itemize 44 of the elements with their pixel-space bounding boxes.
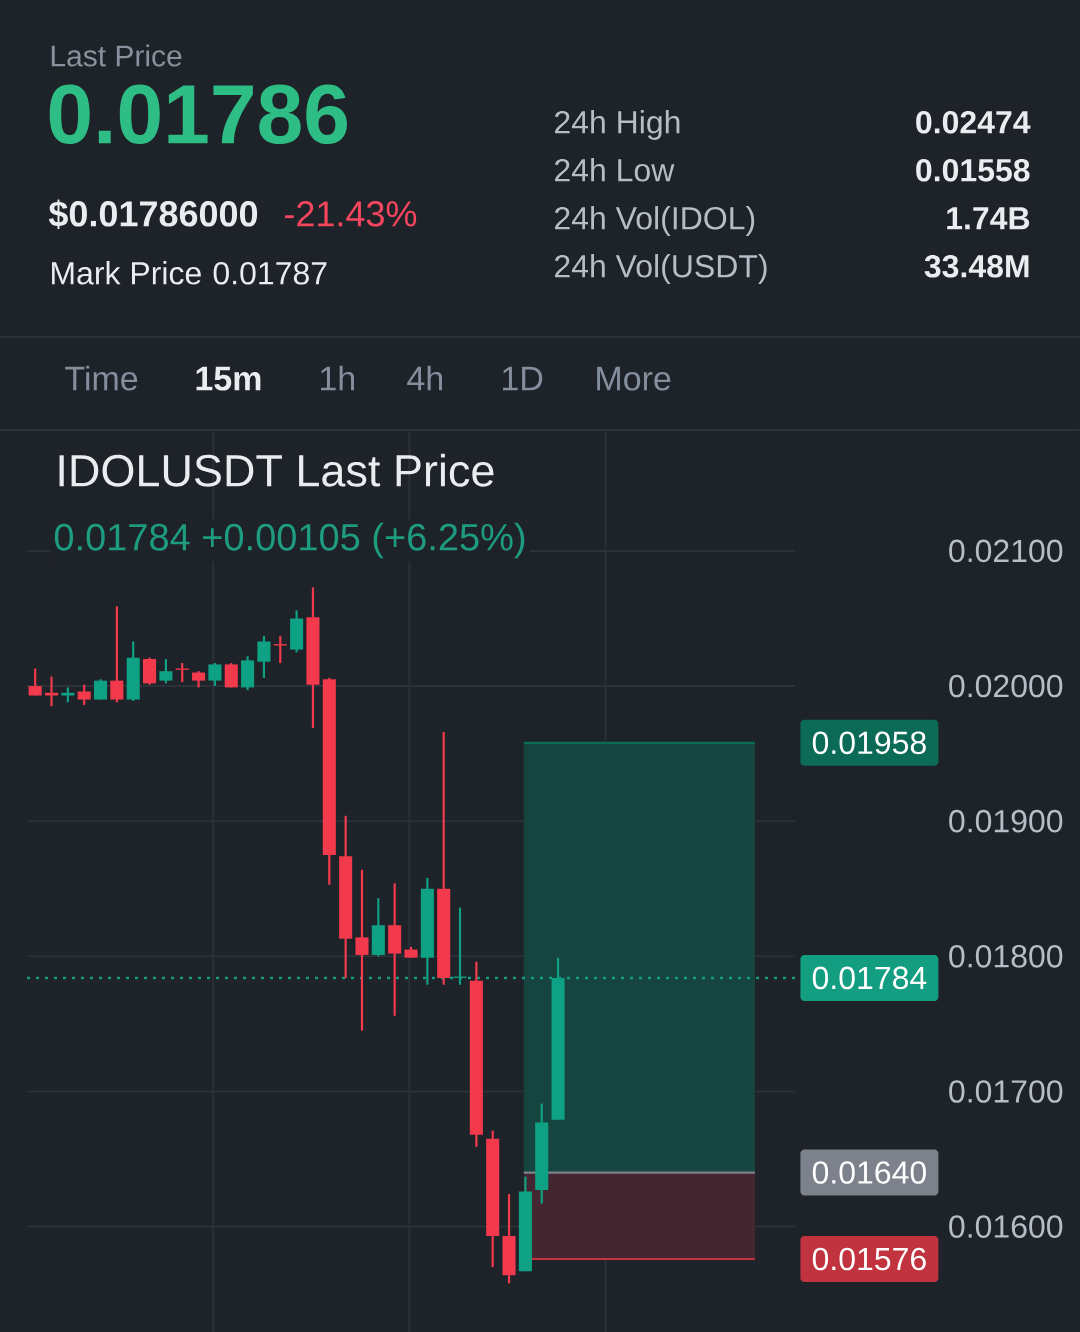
ref-line-label: 0.01640 <box>812 1161 926 1184</box>
y-tick-label: 0.01700 <box>949 1080 1063 1103</box>
y-tick-label: 0.02000 <box>949 674 1063 698</box>
text: Last Price <box>51 44 182 67</box>
text: 4h <box>407 365 442 391</box>
y-tick-label: 0.02100 <box>949 539 1063 563</box>
text: 33.48M <box>924 254 1029 278</box>
candlestick <box>44 675 59 708</box>
candlestick <box>94 678 108 701</box>
candlestick <box>159 657 173 685</box>
y-tick-label: 0.01900 <box>949 809 1063 833</box>
candlestick <box>28 667 42 697</box>
text: 0.02474 <box>916 110 1031 134</box>
candlestick <box>77 683 91 707</box>
candlestick <box>355 868 369 1032</box>
text: Mark Price <box>52 261 201 285</box>
text: $0.01786000 <box>48 199 258 229</box>
text: 24h High <box>555 110 680 140</box>
text: Time <box>65 365 138 391</box>
text: 24h Vol(USDT) <box>555 254 767 284</box>
y-tick-label: 0.01600 <box>949 1215 1063 1238</box>
candlestick <box>224 661 238 689</box>
text: 0.01784 +0.00105 (+6.25%) <box>54 522 525 559</box>
text: More <box>597 366 671 391</box>
text: 0.01787 <box>213 261 327 285</box>
candlestick <box>110 605 124 704</box>
ref-line-label: 0.01784 <box>812 966 927 990</box>
text: 24h Vol(IDOL) <box>555 206 755 236</box>
chart-title: IDOLUSDT Last Price <box>59 453 494 487</box>
ref-line-label: 0.01576 <box>812 1247 926 1271</box>
candlestick <box>273 634 287 665</box>
text: 1.74B <box>947 207 1030 230</box>
candlestick <box>175 661 189 684</box>
text: 0.01558 <box>916 158 1030 182</box>
text: 0.01786 <box>49 84 347 145</box>
candlestick <box>208 661 222 688</box>
candlestick <box>257 634 271 680</box>
text: 1h <box>321 365 354 391</box>
text: 15m <box>196 366 261 391</box>
y-tick-label: 0.01800 <box>949 945 1063 968</box>
text: 1D <box>503 366 543 391</box>
text: 24h Low <box>555 158 675 182</box>
text: -21.43% <box>285 201 417 227</box>
ref-line-label: 0.01958 <box>812 731 926 755</box>
